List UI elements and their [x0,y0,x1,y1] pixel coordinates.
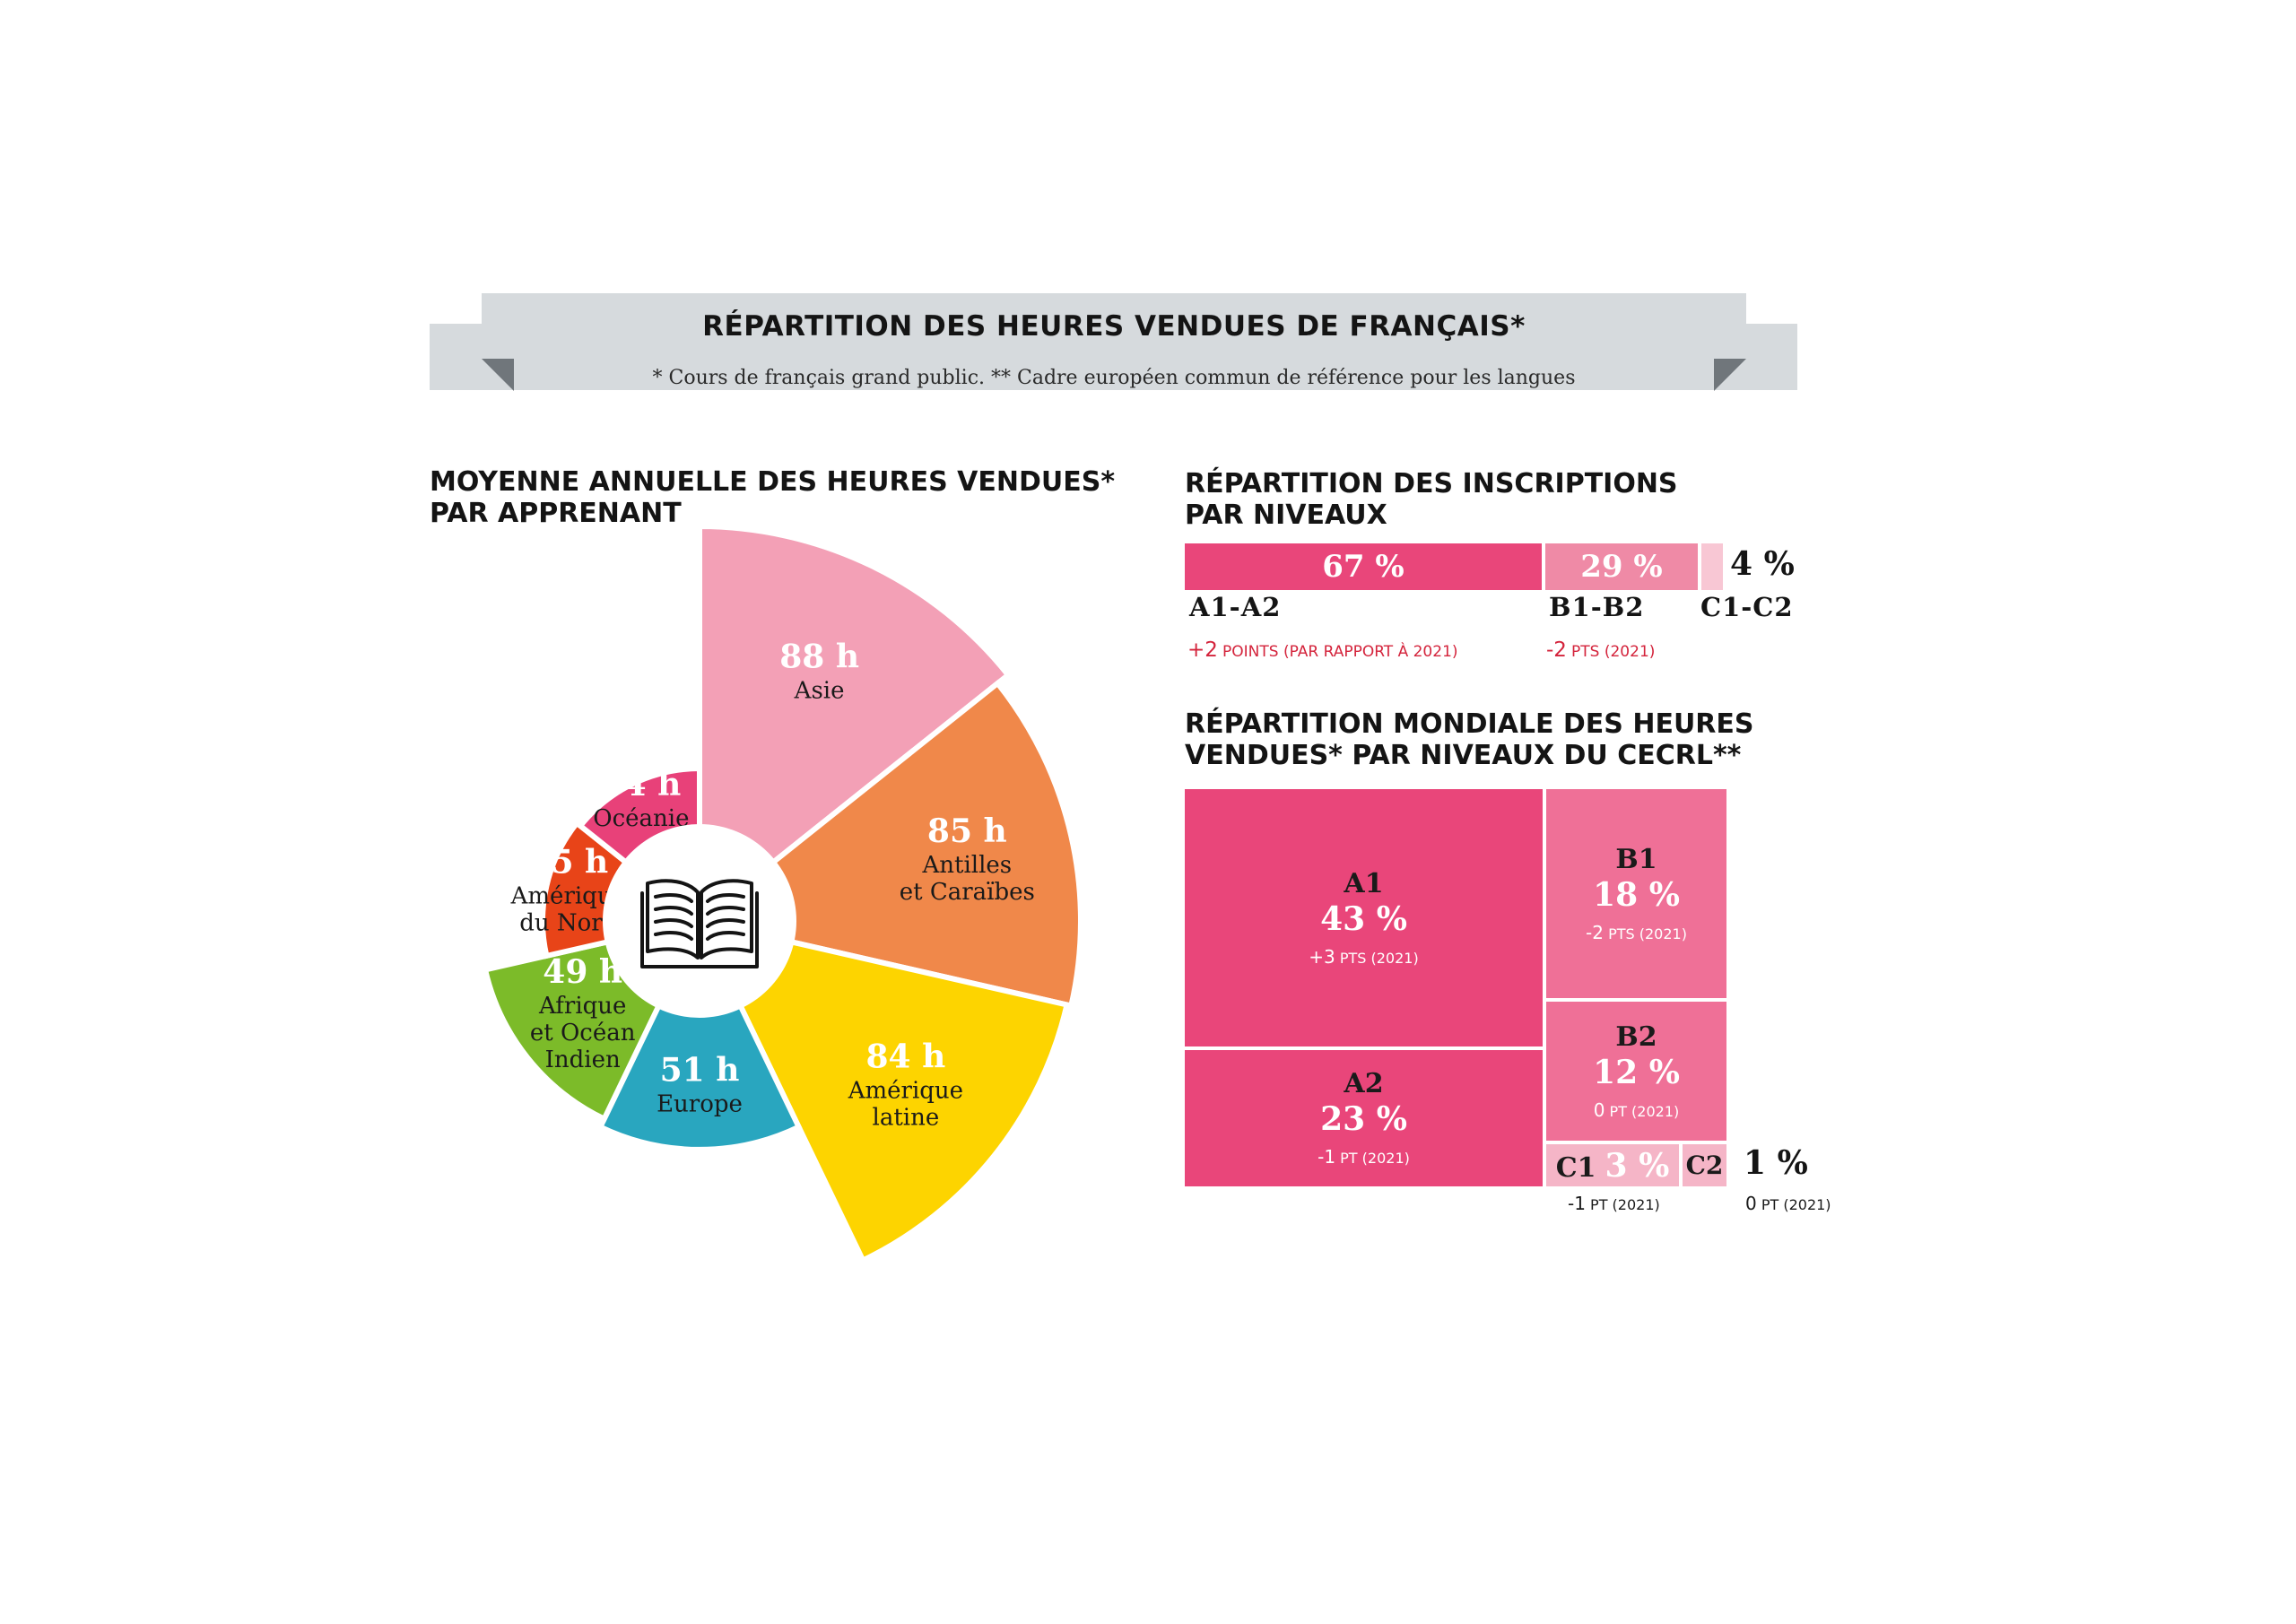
wedge-value-amerique-latine: 84 h [865,1038,945,1075]
treemap-code-c2: C2 [1685,1150,1724,1180]
treemap-code-b1: B1 [1615,843,1657,875]
wedge-value-oceanie: 34 h [601,766,681,803]
treemap-change-a2: -1 PT (2021) [1318,1146,1410,1168]
banner-footnote: * Cours de français grand public. ** Cad… [652,367,1576,389]
polar-chart-title: MOYENNE ANNUELLE DES HEURES VENDUES* PAR… [430,466,1115,529]
treemap-change-b2-unit: PT (2021) [1609,1102,1680,1120]
wedge-label-oceanie: Océanie [593,805,689,832]
treemap-change-c2-unit: PT (2021) [1761,1196,1831,1213]
treemap-cell-b1: B1 18 % -2 PTS (2021) [1546,789,1726,998]
wedge-label-asie: Asie [794,678,845,705]
wedge-label-europe: Europe [657,1091,743,1118]
banner-fold-right [1714,359,1746,391]
wedge-amerique-latine [694,916,1071,1264]
wedge-asie [697,523,1013,927]
bar-change-a1-a2: +2 POINTS (PAR RAPPORT À 2021) [1187,638,1458,662]
treemap-cell-a1: A1 43 % +3 PTS (2021) [1185,789,1543,1046]
levels-chart-title-line-1: RÉPARTITION DES INSCRIPTIONS [1185,468,1678,499]
treemap-change-a1-unit: PTS (2021) [1339,949,1419,967]
treemap-code-c1: C1 [1555,1151,1596,1184]
bar-category-c1-c2: C1-C2 [1700,592,1794,622]
wedge-value-antilles-et-caraibes: 85 h [927,812,1007,850]
banner-ribbon: RÉPARTITION DES HEURES VENDUES DE FRANÇA… [482,293,1746,359]
polar-chart-title-line-2: PAR APPRENANT [430,498,682,529]
bar-change-b1-b2-text: PTS (2021) [1571,643,1656,661]
wedge-value-europe: 51 h [660,1052,740,1090]
treemap-change-a2-unit: PT (2021) [1340,1150,1410,1167]
levels-chart-title-line-2: PAR NIVEAUX [1185,499,1387,531]
open-book-icon [640,879,759,968]
bar-category-b1-b2: B1-B2 [1549,592,1645,622]
bar-segment-a1-a2: 67 % [1185,543,1542,590]
treemap-cell-b2: B2 12 % 0 PT (2021) [1546,1002,1726,1141]
wedge-label-amerique-latine: Amérique latine [848,1077,963,1131]
wedge-label-amerique-du-nord: Amérique du Nord [510,883,626,937]
treemap-cell-c1: C1 3 % [1546,1144,1679,1186]
bar-segment-b1-b2: 29 % [1545,543,1698,590]
treemap-change-c1-value: -1 [1568,1193,1586,1214]
treemap-code-a1: A1 [1344,867,1384,899]
treemap-cell-c2: C2 [1683,1144,1726,1186]
treemap-code-b2: B2 [1615,1020,1657,1053]
treemap-change-b2-value: 0 [1593,1099,1605,1121]
wedge-value-asie: 88 h [779,638,859,676]
treemap-change-a1-value: +3 [1309,945,1335,968]
treemap-change-c1-unit: PT (2021) [1590,1196,1660,1213]
treemap-row-c1: C1 3 % [1556,1146,1670,1185]
polar-chart-title-line-1: MOYENNE ANNUELLE DES HEURES VENDUES* [430,466,1116,498]
treemap-value-b1: 18 % [1593,875,1680,914]
treemap-change-c2-value: 0 [1745,1193,1757,1214]
wedge-label-afrique-et-ocean-indien: Afrique et Océan Indien [530,993,636,1073]
bar-change-b1-b2: -2 PTS (2021) [1546,638,1655,662]
treemap-change-b1-unit: PTS (2021) [1608,925,1687,942]
wedge-label-antilles-et-caraibes: Antilles et Caraïbes [900,852,1035,906]
bar-change-a1-a2-value: +2 [1187,638,1218,662]
treemap-change-a2-value: -1 [1318,1146,1336,1168]
treemap-change-b1: -2 PTS (2021) [1586,922,1687,943]
levels-chart-title: RÉPARTITION DES INSCRIPTIONS PAR NIVEAUX [1185,468,1678,531]
treemap-change-c2: 0 PT (2021) [1745,1193,1831,1214]
treemap-value-a2: 23 % [1320,1100,1407,1138]
wedge-value-amerique-du-nord: 35 h [528,844,608,881]
treemap-value-c2: 1 % [1744,1144,1808,1182]
banner-title: RÉPARTITION DES HEURES VENDUES DE FRANÇA… [702,309,1526,343]
banner-fold-left [482,359,514,391]
treemap-title-line-2: VENDUES* PAR NIVEAUX DU CECRL** [1185,740,1742,771]
treemap-code-a2: A2 [1344,1068,1384,1099]
treemap-change-c1: -1 PT (2021) [1568,1193,1660,1214]
bar-segment-c1-c2 [1701,543,1723,590]
bar-category-a1-a2: A1-A2 [1189,592,1282,622]
treemap-title: RÉPARTITION MONDIALE DES HEURES VENDUES*… [1185,708,1754,771]
wedge-value-afrique-et-ocean-indien: 49 h [543,953,622,991]
bar-change-b1-b2-value: -2 [1546,638,1567,662]
treemap-value-c1: 3 % [1605,1146,1670,1185]
treemap-change-b2: 0 PT (2021) [1594,1099,1680,1121]
treemap-title-line-1: RÉPARTITION MONDIALE DES HEURES [1185,708,1754,740]
wedge-europe [596,915,803,1152]
treemap-cell-a2: A2 23 % -1 PT (2021) [1185,1050,1543,1186]
treemap-change-b1-value: -2 [1586,921,1604,943]
treemap-change-a1: +3 PTS (2021) [1309,946,1418,968]
bar-change-a1-a2-text: POINTS (PAR RAPPORT À 2021) [1222,643,1458,661]
treemap-value-a1: 43 % [1320,899,1407,938]
bar-value-c1-c2: 4 % [1730,545,1795,583]
treemap-value-b2: 12 % [1593,1053,1680,1091]
